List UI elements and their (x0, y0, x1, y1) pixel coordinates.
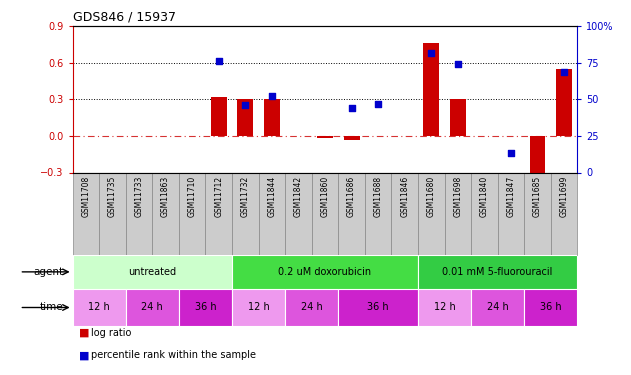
Text: 36 h: 36 h (367, 303, 389, 312)
Bar (444, 172, 471, 255)
Text: GSM11844: GSM11844 (268, 176, 276, 217)
Text: 36 h: 36 h (194, 303, 216, 312)
Bar (556, 69, 572, 136)
Text: GDS846 / 15937: GDS846 / 15937 (73, 11, 175, 24)
Text: time: time (40, 303, 63, 312)
Text: GSM11842: GSM11842 (294, 176, 303, 217)
Point (426, 50, 436, 55)
Bar (232, 172, 259, 255)
Bar (338, 172, 365, 255)
Text: GSM11732: GSM11732 (241, 176, 250, 217)
Text: GSM11708: GSM11708 (81, 176, 90, 217)
Text: 24 h: 24 h (141, 303, 163, 312)
Bar (524, 289, 577, 326)
Bar (73, 289, 126, 326)
Bar (152, 172, 179, 255)
Bar (418, 289, 471, 326)
Bar (73, 172, 99, 255)
Text: 0.01 mM 5-fluorouracil: 0.01 mM 5-fluorouracil (442, 267, 553, 277)
Text: agent: agent (33, 267, 63, 277)
Text: ■: ■ (79, 328, 90, 338)
Bar (338, 289, 418, 326)
Text: GSM11735: GSM11735 (108, 176, 117, 217)
Bar (471, 172, 498, 255)
Bar (524, 172, 551, 255)
Text: 12 h: 12 h (433, 303, 456, 312)
Bar (126, 172, 152, 255)
Text: GSM11686: GSM11686 (347, 176, 356, 217)
Point (267, 93, 277, 99)
Text: log ratio: log ratio (91, 328, 132, 338)
Text: GSM11710: GSM11710 (187, 176, 197, 217)
Text: 24 h: 24 h (301, 303, 322, 312)
Text: GSM11840: GSM11840 (480, 176, 489, 217)
Point (214, 58, 224, 64)
Bar (498, 172, 524, 255)
Bar (391, 172, 418, 255)
Bar (529, 136, 545, 181)
Bar (179, 289, 232, 326)
Bar (551, 172, 577, 255)
Point (506, 150, 516, 156)
Bar (423, 43, 439, 136)
Text: GSM11846: GSM11846 (400, 176, 409, 217)
Text: GSM11698: GSM11698 (453, 176, 463, 217)
Point (559, 69, 569, 75)
Point (453, 61, 463, 67)
Bar (179, 172, 206, 255)
Bar (471, 289, 524, 326)
Text: GSM11733: GSM11733 (134, 176, 143, 217)
Bar (418, 172, 444, 255)
Text: GSM11863: GSM11863 (161, 176, 170, 217)
Text: untreated: untreated (128, 267, 176, 277)
Text: 12 h: 12 h (88, 303, 110, 312)
Text: GSM11680: GSM11680 (427, 176, 436, 217)
Bar (259, 172, 285, 255)
Bar (126, 289, 179, 326)
Bar (343, 136, 360, 140)
Bar (317, 136, 333, 138)
Text: GSM11860: GSM11860 (321, 176, 329, 217)
Bar (450, 99, 466, 136)
Bar (312, 172, 338, 255)
Bar (211, 97, 227, 136)
Text: GSM11699: GSM11699 (560, 176, 569, 217)
Bar (232, 289, 285, 326)
Bar (73, 255, 232, 289)
Text: 36 h: 36 h (540, 303, 562, 312)
Point (346, 105, 357, 111)
Point (240, 102, 251, 108)
Point (373, 101, 383, 107)
Text: GSM11847: GSM11847 (507, 176, 516, 217)
Bar (206, 172, 232, 255)
Bar (285, 172, 312, 255)
Text: 0.2 uM doxorubicin: 0.2 uM doxorubicin (278, 267, 372, 277)
Bar (418, 255, 577, 289)
Text: 24 h: 24 h (487, 303, 509, 312)
Text: GSM11685: GSM11685 (533, 176, 542, 217)
Text: GSM11712: GSM11712 (214, 176, 223, 217)
Bar (232, 255, 418, 289)
Text: GSM11688: GSM11688 (374, 176, 382, 217)
Text: 12 h: 12 h (248, 303, 269, 312)
Bar (264, 99, 280, 136)
Bar (99, 172, 126, 255)
Bar (237, 99, 253, 136)
Bar (285, 289, 338, 326)
Text: ■: ■ (79, 351, 90, 360)
Text: percentile rank within the sample: percentile rank within the sample (91, 351, 256, 360)
Bar (365, 172, 391, 255)
